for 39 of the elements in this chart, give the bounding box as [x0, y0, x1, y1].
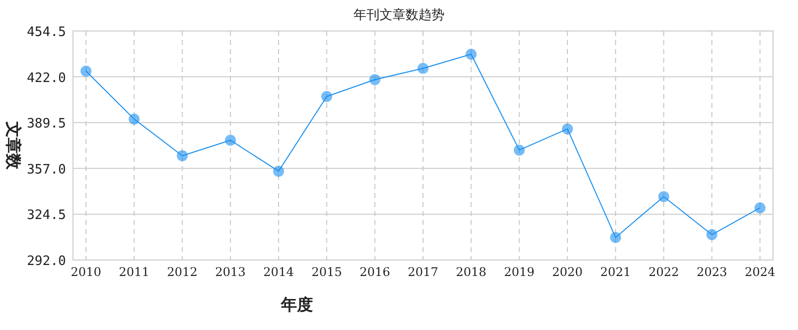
point: [321, 91, 332, 102]
point: [754, 202, 766, 214]
point: [224, 134, 236, 146]
x-tick-label: 2023: [696, 265, 728, 279]
x-tick-label: 2017: [408, 265, 438, 279]
point: [514, 144, 525, 156]
y-tick-label: 292.0: [26, 254, 66, 269]
x-tick-label: 2022: [648, 265, 679, 279]
point: [706, 229, 718, 240]
x-axis-title: 年度: [280, 295, 313, 314]
point: [610, 232, 622, 243]
x-tick-label: 2014: [263, 265, 294, 279]
x-tick-label: 2024: [744, 265, 776, 279]
y-tick-label: 422.0: [26, 70, 66, 86]
point: [273, 166, 284, 177]
point: [176, 150, 188, 162]
point: [418, 62, 428, 74]
x-tick-label: 2020: [552, 265, 583, 279]
point: [369, 74, 380, 86]
point: [128, 114, 140, 125]
x-tick-label: 2015: [311, 265, 342, 279]
x-tick-label: 2021: [600, 265, 631, 279]
y-axis-title: 文章数: [4, 120, 23, 170]
x-tick-label: 2012: [167, 265, 198, 279]
x-tick-label: 2018: [456, 265, 486, 279]
x-tick-label: 2011: [118, 265, 150, 279]
y-tick-label: 389.5: [26, 116, 66, 132]
point: [658, 191, 670, 202]
chart-title: 年刊文章数趋势: [354, 8, 444, 23]
x-tick-label: 2019: [504, 265, 535, 279]
x-tick-label: 2010: [70, 265, 102, 279]
point: [466, 48, 477, 60]
x-tick-label: 2013: [215, 265, 246, 279]
x-tick-label: 2016: [360, 265, 390, 279]
point: [80, 66, 92, 77]
y-tick-label: 454.5: [26, 25, 66, 40]
point: [562, 123, 573, 134]
y-tick-label: 324.5: [26, 208, 66, 224]
y-tick-label: 357.0: [26, 162, 66, 178]
